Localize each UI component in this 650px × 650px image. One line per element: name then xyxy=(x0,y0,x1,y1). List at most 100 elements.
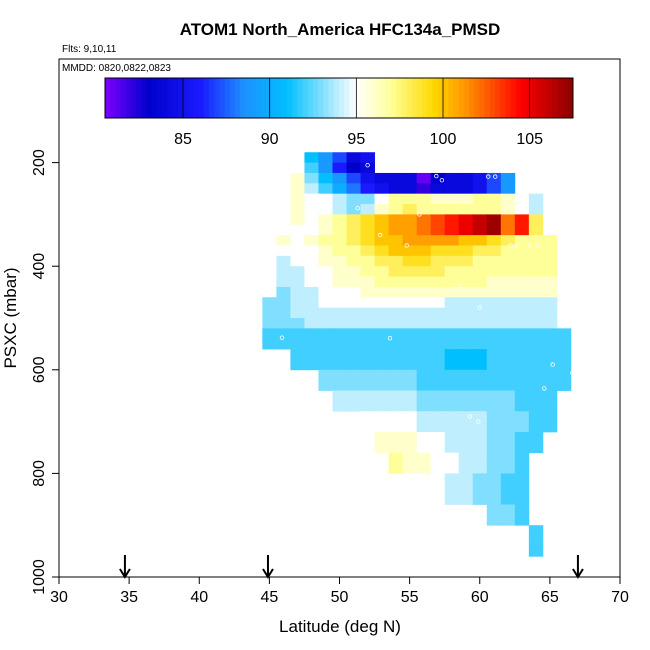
colorbar-segment xyxy=(469,78,475,118)
heatmap-cell xyxy=(430,318,446,329)
heatmap-cell xyxy=(486,193,502,205)
heatmap-cell xyxy=(430,359,446,371)
heatmap-cell xyxy=(388,286,404,298)
colorbar-segment xyxy=(188,78,194,118)
heatmap-cell xyxy=(402,463,418,474)
heatmap-cell xyxy=(388,245,404,257)
heatmap-cell xyxy=(332,255,347,267)
colorbar-segment xyxy=(375,78,382,118)
sample-point xyxy=(457,283,463,289)
heatmap-cell xyxy=(444,235,460,246)
colorbar-segment xyxy=(411,78,418,118)
heatmap-cell xyxy=(402,411,418,422)
heatmap-cell xyxy=(472,245,488,257)
heatmap-cell xyxy=(304,286,319,298)
heatmap-cell xyxy=(374,328,389,340)
heatmap-cell xyxy=(360,359,375,371)
heatmap-cell xyxy=(332,162,347,174)
heatmap-cell xyxy=(444,369,460,381)
heatmap-cell xyxy=(318,369,333,381)
heatmap-cell xyxy=(444,214,460,226)
heatmap-cell xyxy=(276,286,291,298)
heatmap-cell xyxy=(388,235,404,246)
heatmap-cell xyxy=(514,400,530,412)
heatmap-cell xyxy=(472,349,488,360)
sample-point xyxy=(570,370,575,376)
colorbar-segment xyxy=(406,78,413,118)
colorbar-tick-label: 90 xyxy=(261,131,279,148)
sample-points xyxy=(279,162,575,558)
heatmap-cell xyxy=(304,266,319,277)
colorbar-segment xyxy=(214,78,220,118)
heatmap-cell xyxy=(486,286,502,298)
heatmap-cell xyxy=(402,431,418,443)
heatmap-cell xyxy=(332,328,347,340)
heatmap-cell xyxy=(514,380,530,391)
heatmap-cell xyxy=(458,338,474,350)
colorbar-segment xyxy=(510,78,517,118)
heatmap-cell xyxy=(500,463,516,474)
heatmap-cell xyxy=(360,297,375,309)
heatmap-cell xyxy=(402,224,418,236)
heatmap-cell xyxy=(374,183,389,195)
heatmap-cell xyxy=(304,297,319,309)
colorbar-tick-label: 105 xyxy=(516,131,543,148)
heatmap-cell xyxy=(430,328,446,340)
heatmap-cell xyxy=(318,286,333,298)
heatmap-cell xyxy=(402,349,418,360)
heatmap-cell xyxy=(486,390,502,402)
heatmap-cell xyxy=(304,307,319,319)
heatmap-cell xyxy=(388,204,404,215)
heatmap-cell xyxy=(444,328,460,340)
x-tick-label: 60 xyxy=(471,589,489,606)
heatmap-cell xyxy=(346,380,361,391)
heatmap-cell xyxy=(374,307,389,319)
heatmap-cell xyxy=(402,276,418,288)
heatmap-cell xyxy=(346,266,361,277)
heatmap-cell xyxy=(472,193,488,205)
heatmap-cell xyxy=(528,390,544,402)
heatmap-cell xyxy=(472,411,488,422)
heatmap-cell xyxy=(262,338,277,350)
heatmap-cell xyxy=(458,400,474,412)
heatmap-cell xyxy=(500,514,516,526)
heatmap-cell xyxy=(430,380,446,391)
heatmap-cell xyxy=(388,307,404,319)
heatmap-cell xyxy=(444,442,460,454)
heatmap-cell xyxy=(528,235,544,246)
colorbar-segment xyxy=(349,78,356,118)
colorbar-segment xyxy=(266,78,272,118)
heatmap-cell xyxy=(360,307,375,319)
heatmap-cell xyxy=(346,276,361,288)
heatmap-cell xyxy=(458,255,474,267)
heatmap-cell xyxy=(388,369,404,381)
colorbar-segment xyxy=(276,78,283,118)
heatmap-cell xyxy=(514,514,530,526)
heatmap-cell xyxy=(458,431,474,443)
heatmap-cell xyxy=(514,494,530,505)
heatmap-cell xyxy=(458,276,474,288)
sample-point xyxy=(344,419,349,424)
heatmap-cell xyxy=(444,349,460,360)
heatmap-cell xyxy=(388,442,404,454)
sample-point xyxy=(549,553,554,558)
heatmap-cell xyxy=(290,318,305,329)
heatmap-cell xyxy=(528,411,544,422)
heatmap-cell xyxy=(486,442,502,454)
heatmap-cell xyxy=(444,452,460,464)
heatmap-cell xyxy=(416,255,432,267)
heatmap-cell xyxy=(416,349,432,360)
colorbar-segment xyxy=(417,78,423,118)
heatmap-cell xyxy=(528,286,544,298)
colorbar-segment xyxy=(401,78,408,118)
heatmap-cell xyxy=(360,390,375,402)
heatmap-cell xyxy=(514,359,530,371)
colorbar-segment xyxy=(245,78,252,118)
sample-point xyxy=(486,174,491,179)
heatmap-cell xyxy=(346,214,361,226)
heatmap-cell xyxy=(472,204,488,215)
heatmap-cell xyxy=(332,276,347,288)
heatmap-cell xyxy=(290,266,305,277)
heatmap-cell xyxy=(542,245,558,257)
colorbar-segment xyxy=(495,78,501,118)
